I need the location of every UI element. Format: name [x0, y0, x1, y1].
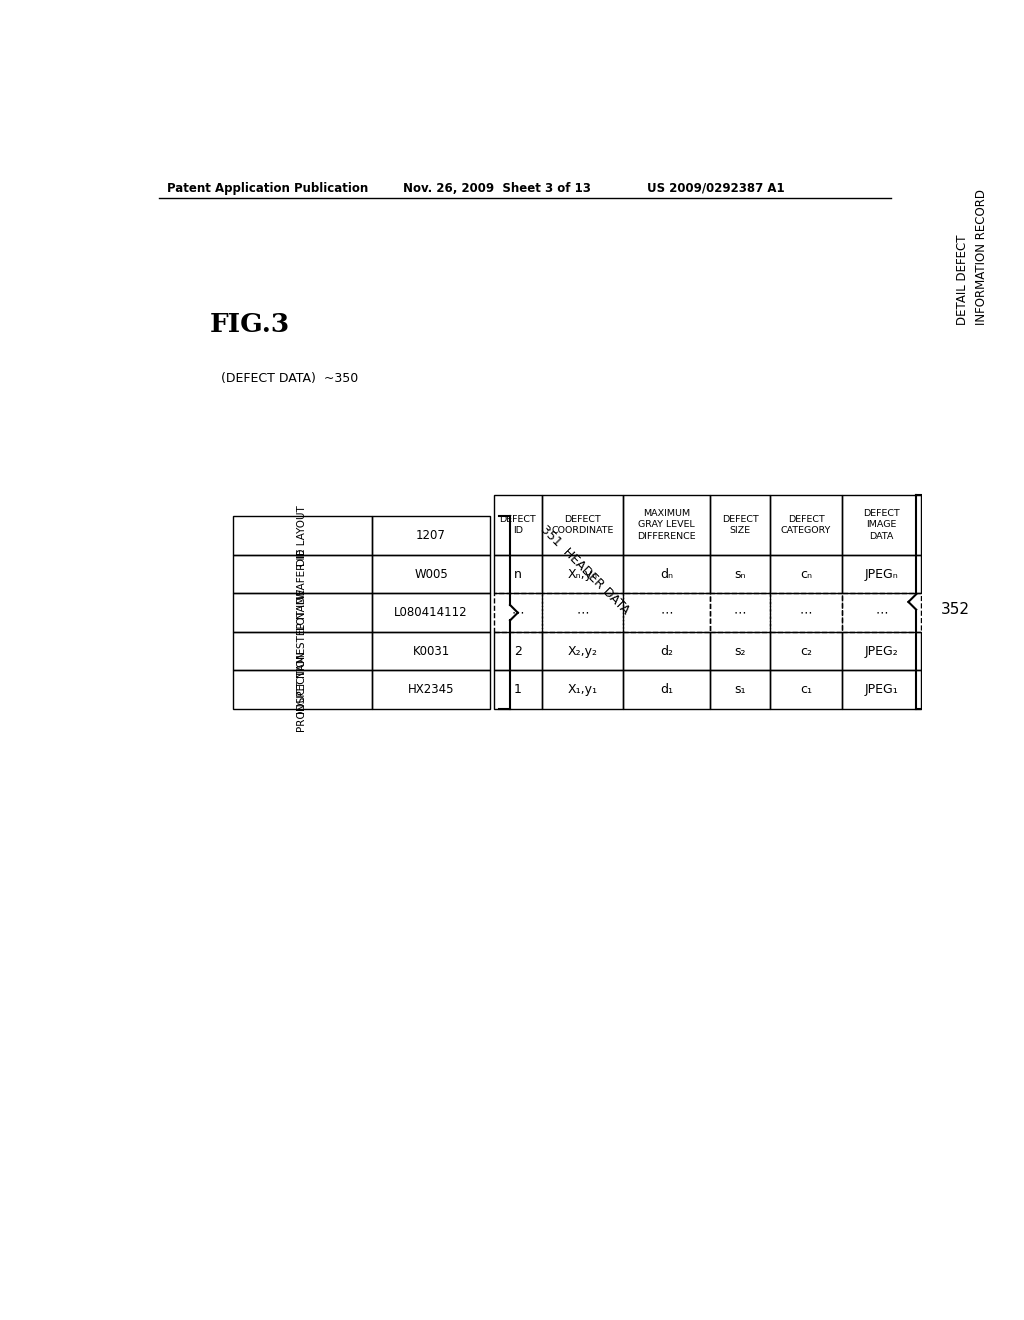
Text: 351  HEADER DATA: 351 HEADER DATA	[538, 523, 632, 618]
Text: PRODUCT NAME: PRODUCT NAME	[297, 648, 307, 731]
Text: JPEG₁: JPEG₁	[864, 684, 898, 696]
Bar	[710, 632, 770, 671]
Text: DEFECT
SIZE: DEFECT SIZE	[722, 515, 759, 535]
Bar	[372, 671, 489, 709]
Text: Nov. 26, 2009  Sheet 3 of 13: Nov. 26, 2009 Sheet 3 of 13	[403, 182, 591, 194]
Bar	[542, 671, 624, 709]
Bar	[372, 632, 489, 671]
Bar	[232, 554, 372, 594]
Text: X₂,y₂: X₂,y₂	[567, 644, 598, 657]
Text: s₁: s₁	[734, 684, 746, 696]
Bar	[770, 632, 842, 671]
Text: sₙ: sₙ	[734, 568, 746, 581]
Bar	[232, 632, 372, 671]
Text: n: n	[514, 568, 522, 581]
Text: 352: 352	[941, 602, 970, 618]
Text: d₂: d₂	[660, 644, 673, 657]
Text: ⋯: ⋯	[577, 606, 589, 619]
Text: s₂: s₂	[734, 644, 746, 657]
Text: L080414112: L080414112	[394, 606, 468, 619]
Bar	[842, 495, 921, 554]
Bar	[542, 594, 624, 632]
Text: ⋯: ⋯	[876, 606, 888, 619]
Bar	[770, 594, 842, 632]
Bar	[494, 671, 542, 709]
Bar	[842, 594, 921, 632]
Bar	[372, 516, 489, 554]
Text: X₁,y₁: X₁,y₁	[567, 684, 598, 696]
Text: c₁: c₁	[800, 684, 812, 696]
Bar	[770, 495, 842, 554]
Bar	[710, 554, 770, 594]
Text: cₙ: cₙ	[800, 568, 812, 581]
Bar	[494, 554, 542, 594]
Bar	[770, 554, 842, 594]
Text: DEFECT
IMAGE
DATA: DEFECT IMAGE DATA	[863, 510, 900, 540]
Text: dₙ: dₙ	[660, 568, 673, 581]
Text: INSPECTION STEP NAME: INSPECTION STEP NAME	[297, 589, 307, 714]
Text: c₂: c₂	[800, 644, 812, 657]
Text: Xₙ,yₙ: Xₙ,yₙ	[567, 568, 598, 581]
Text: US 2009/0292387 A1: US 2009/0292387 A1	[647, 182, 784, 194]
Bar	[770, 671, 842, 709]
Text: DIE LAYOUT: DIE LAYOUT	[297, 506, 307, 566]
Bar	[494, 495, 542, 554]
Text: WAFER ID: WAFER ID	[297, 549, 307, 599]
Text: HX2345: HX2345	[408, 684, 455, 696]
Text: 1207: 1207	[416, 529, 446, 543]
Text: W005: W005	[414, 568, 447, 581]
Bar	[542, 495, 624, 554]
Text: DEFECT
CATEGORY: DEFECT CATEGORY	[781, 515, 831, 535]
Text: JPEGₙ: JPEGₙ	[864, 568, 898, 581]
Text: DETAIL DEFECT: DETAIL DEFECT	[956, 235, 969, 326]
Text: ⋯: ⋯	[800, 606, 812, 619]
Bar	[542, 632, 624, 671]
Text: 1: 1	[514, 684, 522, 696]
Bar	[624, 495, 710, 554]
Text: JPEG₂: JPEG₂	[864, 644, 898, 657]
Text: d₁: d₁	[660, 684, 673, 696]
Text: ⋯: ⋯	[734, 606, 746, 619]
Bar	[710, 495, 770, 554]
Text: 2: 2	[514, 644, 522, 657]
Bar	[624, 594, 710, 632]
Bar	[232, 671, 372, 709]
Bar	[542, 554, 624, 594]
Bar	[494, 632, 542, 671]
Bar	[842, 632, 921, 671]
Text: LOT ID: LOT ID	[297, 595, 307, 630]
Text: ⋯: ⋯	[660, 606, 673, 619]
Bar	[372, 554, 489, 594]
Bar	[624, 632, 710, 671]
Text: MAXIMUM
GRAY LEVEL
DIFFERENCE: MAXIMUM GRAY LEVEL DIFFERENCE	[637, 510, 696, 540]
Text: K0031: K0031	[413, 644, 450, 657]
Text: FIG.3: FIG.3	[209, 313, 290, 338]
Bar	[494, 594, 542, 632]
Text: (DEFECT DATA)  ~350: (DEFECT DATA) ~350	[221, 372, 358, 385]
Bar	[710, 594, 770, 632]
Text: Patent Application Publication: Patent Application Publication	[167, 182, 368, 194]
Bar	[624, 671, 710, 709]
Text: DEFECT
ID: DEFECT ID	[500, 515, 537, 535]
Bar	[232, 516, 372, 554]
Text: ⋯: ⋯	[512, 606, 524, 619]
Text: DEFECT
COORDINATE: DEFECT COORDINATE	[551, 515, 613, 535]
Bar	[624, 554, 710, 594]
Bar	[232, 594, 372, 632]
Text: INFORMATION RECORD: INFORMATION RECORD	[975, 190, 988, 326]
Bar	[842, 671, 921, 709]
Bar	[372, 594, 489, 632]
Bar	[842, 554, 921, 594]
Bar	[710, 671, 770, 709]
